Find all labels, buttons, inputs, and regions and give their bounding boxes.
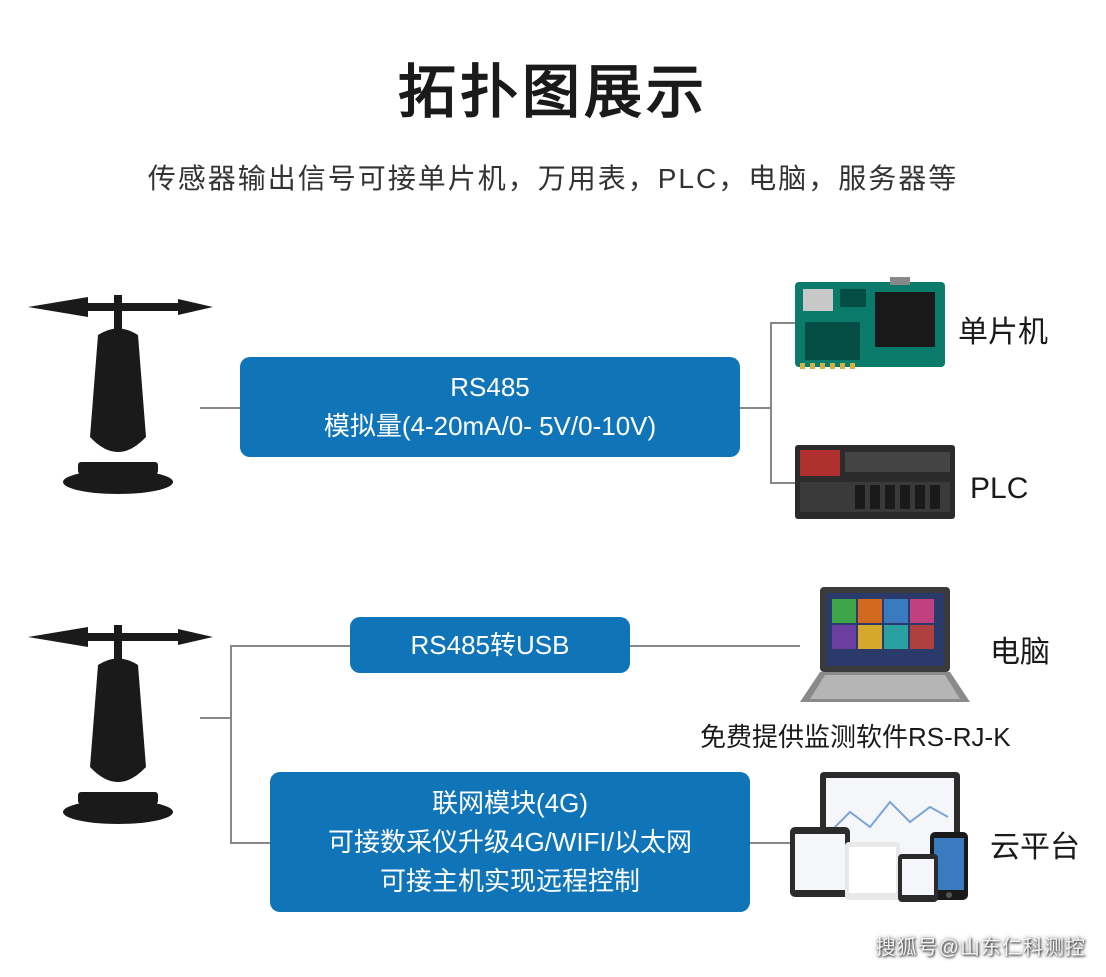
page-title: 拓扑图展示 (0, 0, 1106, 129)
connector-line (770, 322, 795, 324)
protocol-box-rs485-analog: RS485 模拟量(4-20mA/0- 5V/0-10V) (240, 357, 740, 457)
connector-line (770, 322, 772, 482)
laptop-icon (800, 587, 970, 707)
pc-software-caption: 免费提供监测软件RS-RJ-K (700, 717, 1011, 754)
box3-line2: 可接数采仪升级4G/WIFI/以太网 (328, 823, 692, 862)
connector-line (770, 482, 795, 484)
cloud-label: 云平台 (990, 822, 1080, 866)
connector-line (740, 407, 770, 409)
topology-diagram: RS485 模拟量(4-20mA/0- 5V/0-10V) RS485转USB … (0, 217, 1106, 977)
watermark-text: 搜狐号@山东仁科测控 (876, 931, 1086, 960)
pc-label: 电脑 (990, 627, 1050, 671)
mcu-board-icon (795, 277, 945, 372)
box3-line3: 可接主机实现远程控制 (380, 862, 640, 901)
protocol-box-network: 联网模块(4G) 可接数采仪升级4G/WIFI/以太网 可接主机实现远程控制 (270, 772, 750, 912)
wind-sensor-icon (18, 597, 218, 827)
box1-line2: 模拟量(4-20mA/0- 5V/0-10V) (324, 407, 656, 446)
connector-line (230, 645, 350, 647)
connector-line (200, 717, 230, 719)
connector-line (630, 645, 800, 647)
box1-line1: RS485 (450, 368, 530, 407)
connector-line (230, 842, 270, 844)
plc-label: PLC (970, 472, 1028, 506)
box3-line1: 联网模块(4G) (432, 784, 588, 823)
connector-line (750, 842, 790, 844)
connector-line (230, 645, 232, 843)
mcu-label: 单片机 (958, 307, 1048, 351)
box2-line1: RS485转USB (411, 626, 570, 665)
connector-line (200, 407, 240, 409)
wind-sensor-icon (18, 267, 218, 497)
page-subtitle: 传感器输出信号可接单片机，万用表，PLC，电脑，服务器等 (0, 157, 1106, 197)
protocol-box-rs485-usb: RS485转USB (350, 617, 630, 673)
plc-device-icon (795, 437, 955, 527)
cloud-devices-icon (790, 772, 980, 902)
